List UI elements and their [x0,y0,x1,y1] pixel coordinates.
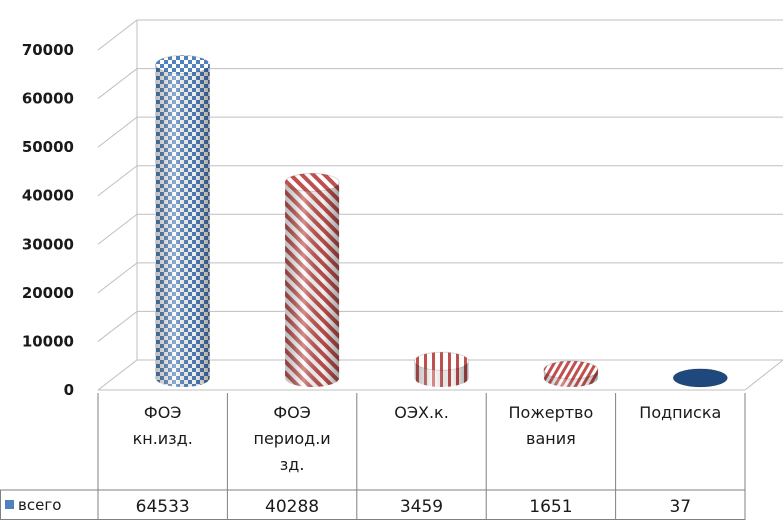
bar [414,351,469,387]
bar [155,55,211,387]
category-label: период.и [253,429,330,448]
data-value-label: 37 [669,497,691,517]
bar [672,368,728,388]
grid-diagonal [97,311,138,342]
category-label: зд. [280,455,305,474]
y-tick-label: 50000 [22,138,74,156]
category-label: ФОЭ [144,403,182,422]
bar [543,360,599,387]
y-tick-label: 30000 [22,235,74,253]
data-value-label: 1651 [529,497,572,517]
y-tick-label: 10000 [22,332,74,350]
y-axis-ticks: 0 10000 20000 30000 40000 50000 60000 70000 [22,41,74,399]
grid-diagonal [97,213,138,245]
data-value-label: 3459 [400,497,443,517]
category-label: Подписка [639,403,721,422]
grid-diagonal [97,262,138,294]
bar [284,172,340,387]
y-tick-label: 20000 [22,284,74,302]
grid-diagonal [97,165,138,197]
grid-diagonal [97,359,138,391]
grid-diagonal [97,68,138,99]
cylinder-bars [155,55,728,388]
gridlines [97,19,783,391]
grid-diagonal [97,19,138,51]
category-label: вания [526,429,576,448]
y-tick-label: 0 [64,381,74,399]
y-tick-label: 70000 [22,41,74,59]
data-value-label: 40288 [265,497,319,517]
data-table: ФОЭ кн.изд. ФОЭ период.и зд. ОЭХ.к. Пожертво ва… [0,393,746,520]
category-label: кн.изд. [133,429,193,448]
y-tick-label: 60000 [22,90,74,108]
legend-key [5,500,14,509]
category-label: Пожертво [509,403,594,422]
category-label: ОЭХ.к. [394,403,449,422]
grid-diagonal [97,116,138,148]
category-label: ФОЭ [273,403,311,422]
y-tick-label: 40000 [22,187,74,205]
legend-label: всего [18,496,61,514]
data-value-label: 64533 [136,497,190,517]
